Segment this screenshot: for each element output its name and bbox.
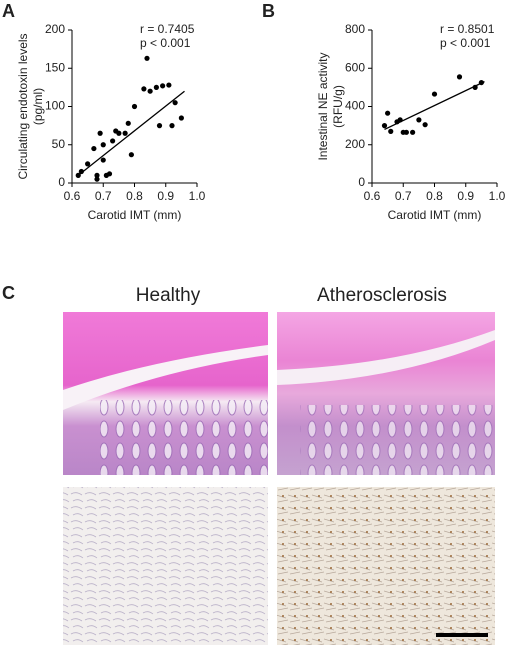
- ihc-healthy-image: [63, 487, 268, 645]
- point: [397, 117, 403, 123]
- point: [381, 123, 388, 129]
- crypts: [300, 405, 495, 475]
- annotation: r = 0.7405: [140, 22, 195, 36]
- x-axis-label: Carotid IMT (mm): [388, 208, 482, 222]
- panel-label: A: [2, 1, 15, 21]
- column-title: Healthy: [136, 285, 201, 306]
- point: [128, 152, 134, 158]
- annotation: r = 0.8501: [440, 22, 495, 36]
- point: [106, 171, 113, 177]
- point: [141, 86, 147, 92]
- point: [125, 120, 131, 126]
- x-tick-label: 0.9: [457, 189, 474, 203]
- point: [416, 117, 422, 123]
- point: [456, 74, 463, 80]
- point: [147, 88, 153, 94]
- point: [169, 123, 175, 129]
- annotation: p < 0.001: [140, 36, 191, 50]
- point: [431, 91, 438, 97]
- x-axis-label: Carotid IMT (mm): [88, 208, 182, 222]
- y-tick-label: 400: [345, 99, 365, 113]
- y-tick-label: 0: [358, 175, 365, 189]
- point: [472, 84, 478, 90]
- point: [422, 122, 428, 128]
- x-tick-label: 0.6: [64, 189, 81, 203]
- point: [478, 79, 484, 86]
- x-tick-label: 0.7: [95, 189, 112, 203]
- point: [388, 128, 394, 134]
- point: [385, 110, 391, 116]
- lumen: [277, 330, 495, 385]
- point: [100, 142, 106, 148]
- point: [172, 100, 178, 106]
- point: [100, 157, 106, 163]
- y-axis-label: Circulating endotoxin levels: [16, 33, 30, 179]
- x-tick-label: 0.8: [426, 189, 443, 203]
- point: [144, 55, 150, 61]
- point: [97, 130, 103, 136]
- y-axis-label: Intestinal NE activity: [316, 52, 330, 160]
- point: [156, 123, 163, 129]
- point: [178, 115, 184, 121]
- y-tick-label: 150: [45, 60, 65, 74]
- point: [153, 84, 159, 90]
- annotation: p < 0.001: [440, 36, 491, 50]
- lumen: [63, 345, 268, 410]
- y-tick-label: 0: [58, 175, 65, 189]
- crypts: [100, 400, 268, 475]
- scale-bar: [436, 633, 488, 637]
- point: [116, 130, 122, 136]
- x-tick-label: 0.8: [126, 189, 143, 203]
- point: [91, 145, 97, 152]
- panel-label: B: [262, 1, 275, 21]
- point: [94, 176, 100, 182]
- point: [78, 168, 84, 175]
- point: [403, 129, 409, 135]
- point: [166, 82, 172, 88]
- point: [110, 138, 116, 144]
- y-axis-label: (pg/ml): [31, 88, 45, 125]
- trend-line: [77, 90, 185, 176]
- y-tick-label: 50: [52, 137, 66, 151]
- column-title: Atherosclerosis: [317, 285, 447, 306]
- point: [410, 129, 416, 135]
- y-tick-label: 100: [45, 99, 65, 113]
- y-tick-label: 200: [345, 137, 365, 151]
- point: [160, 83, 166, 89]
- x-tick-label: 1.0: [189, 189, 206, 203]
- y-tick-label: 200: [45, 22, 65, 36]
- point: [85, 161, 91, 167]
- point: [94, 172, 100, 178]
- y-tick-label: 600: [345, 60, 365, 74]
- panel-c: [63, 312, 495, 645]
- x-tick-label: 0.7: [395, 189, 412, 203]
- panel-label: C: [2, 283, 15, 303]
- y-axis-label: (RFU/g): [331, 85, 345, 128]
- x-tick-label: 0.6: [364, 189, 381, 203]
- point: [75, 172, 81, 178]
- x-tick-label: 0.9: [157, 189, 174, 203]
- x-tick-label: 1.0: [489, 189, 506, 203]
- ihc-athero-image: [277, 487, 495, 645]
- y-tick-label: 800: [345, 22, 365, 36]
- point: [122, 130, 128, 136]
- point: [131, 103, 138, 110]
